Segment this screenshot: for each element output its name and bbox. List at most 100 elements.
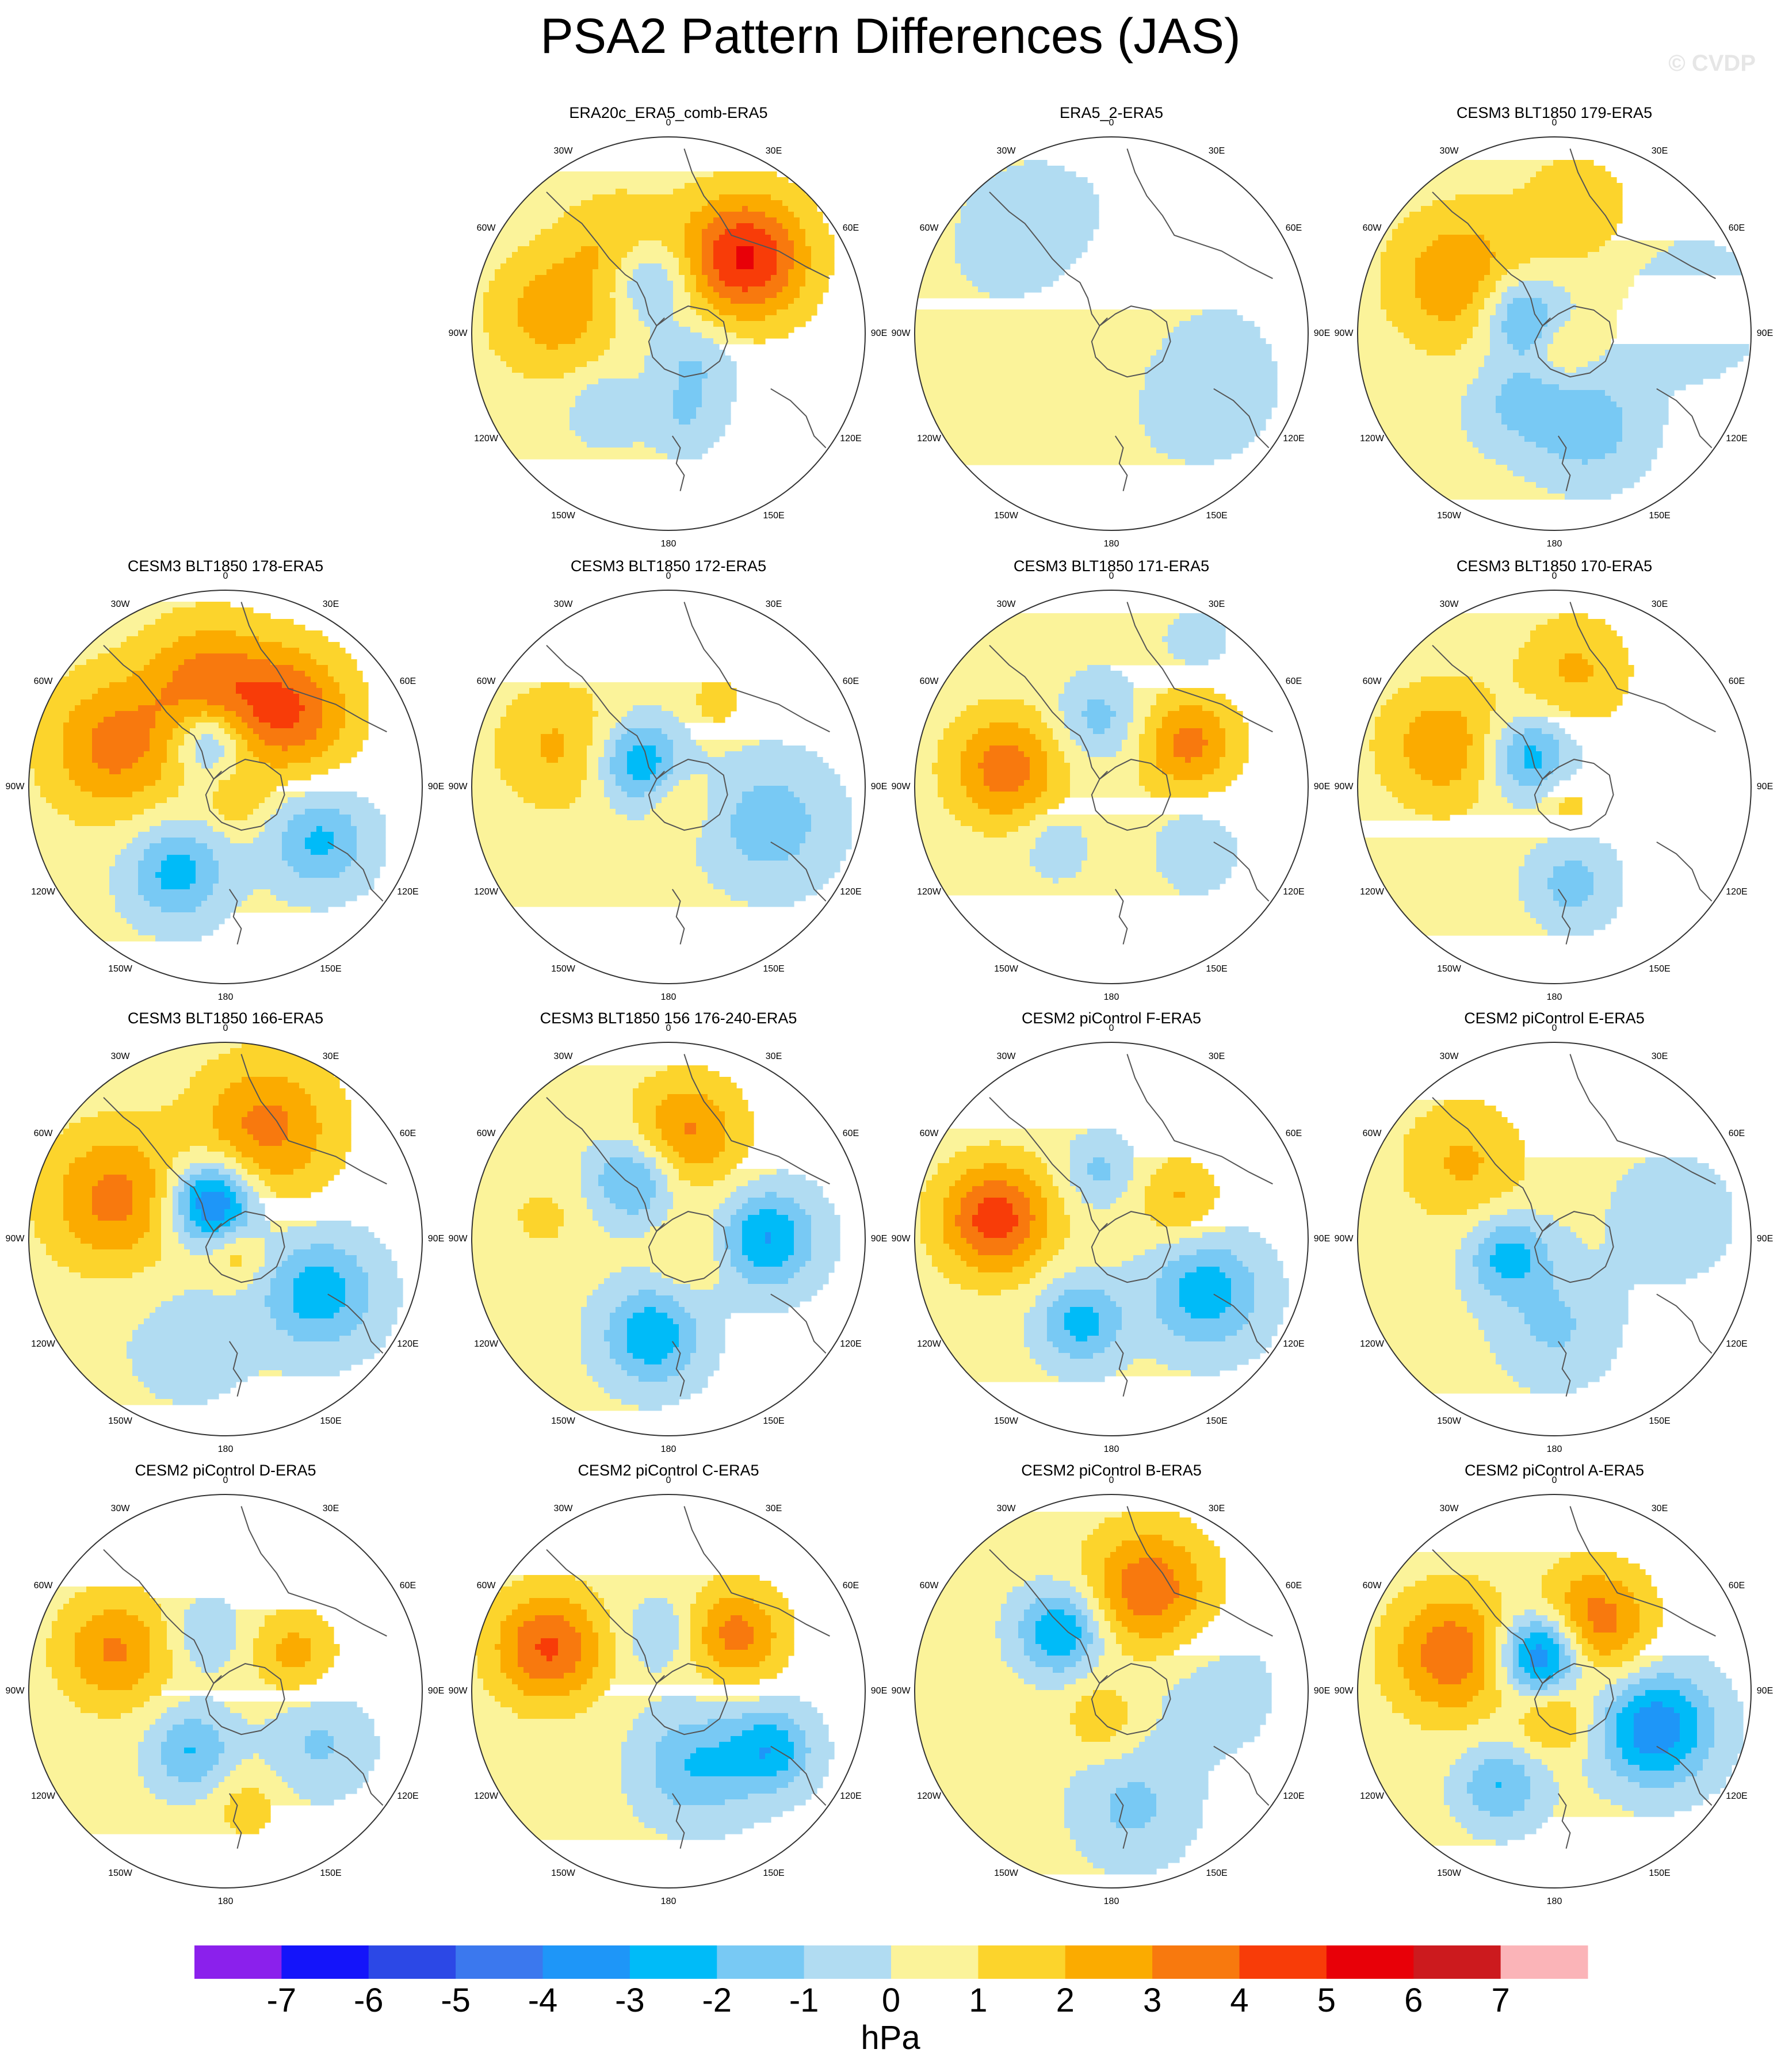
panel-title: CESM2 piControl E-ERA5	[1464, 1010, 1645, 1027]
longitude-label: 180	[217, 1444, 234, 1454]
longitude-label: 60E	[399, 1581, 416, 1591]
longitude-label: 150W	[108, 964, 132, 974]
longitude-label: 120W	[474, 1339, 498, 1349]
longitude-label: 150E	[320, 1868, 342, 1878]
longitude-label: 30W	[1439, 146, 1459, 156]
longitude-label: 180	[1546, 992, 1562, 1002]
colorbar-tick-label: -4	[528, 1982, 558, 2019]
longitude-label: 150E	[1206, 1868, 1228, 1878]
longitude-label: 90E	[870, 1686, 888, 1696]
longitude-label: 90W	[5, 1686, 25, 1696]
longitude-label: 90W	[448, 1234, 468, 1244]
colorbar-tick-label: 7	[1491, 1982, 1510, 2019]
longitude-label: 30W	[110, 1504, 130, 1514]
colorbar-swatch	[281, 1945, 369, 1979]
longitude-label: 60W	[476, 1129, 496, 1138]
longitude-label: 120W	[917, 1339, 941, 1349]
longitude-label: 30E	[322, 1052, 339, 1062]
longitude-label: 120E	[840, 434, 862, 444]
longitude-label: 150W	[551, 510, 575, 521]
longitude-label: 90E	[1313, 1234, 1331, 1244]
longitude-label: 150W	[994, 964, 1018, 974]
longitude-label: 180	[217, 1897, 234, 1906]
longitude-label: 90E	[870, 1234, 888, 1244]
longitude-label: 120W	[1360, 434, 1384, 444]
longitude-label: 60E	[1728, 1581, 1745, 1591]
longitude-label: 30E	[1651, 1504, 1668, 1514]
longitude-label: 150E	[763, 510, 785, 521]
colorbar-tick-label: -1	[789, 1982, 819, 2019]
colorbar-swatch	[1152, 1945, 1240, 1979]
colorbar-tick-label: 1	[969, 1982, 988, 2019]
longitude-label: 90E	[1756, 1234, 1774, 1244]
longitude-label: 150W	[551, 1416, 575, 1426]
longitude-label: 60E	[1285, 223, 1302, 233]
longitude-label: 180	[660, 992, 677, 1002]
longitude-label: 90E	[870, 328, 888, 338]
longitude-label: 60W	[919, 676, 939, 686]
colorbar-swatch	[1413, 1945, 1501, 1979]
longitude-label: 180	[1103, 539, 1119, 549]
longitude-label: 60W	[1362, 1581, 1382, 1591]
longitude-label: 150E	[320, 1416, 342, 1426]
longitude-label: 90E	[427, 1234, 445, 1244]
longitude-label: 0	[1109, 118, 1114, 128]
longitude-label: 90W	[448, 782, 468, 792]
longitude-label: 90E	[427, 782, 445, 792]
longitude-label: 120W	[917, 434, 941, 444]
panel-title: CESM2 piControl B-ERA5	[1021, 1462, 1202, 1479]
longitude-label: 0	[1551, 1023, 1557, 1033]
longitude-label: 60E	[842, 1129, 859, 1138]
colorbar-tick-label: -7	[266, 1982, 297, 2019]
colorbar-tick-label: -5	[441, 1982, 471, 2019]
polar-map	[471, 590, 866, 984]
colorbar-tick-label: 6	[1404, 1982, 1423, 2019]
polar-map	[471, 136, 866, 531]
longitude-label: 30E	[1651, 599, 1668, 610]
longitude-label: 120W	[474, 1791, 498, 1801]
longitude-label: 180	[660, 1897, 677, 1906]
longitude-label: 0	[223, 1475, 228, 1485]
longitude-label: 120W	[1360, 1791, 1384, 1801]
panel-title: CESM2 piControl F-ERA5	[1021, 1010, 1202, 1027]
longitude-label: 180	[1103, 992, 1119, 1002]
longitude-label: 60W	[1362, 676, 1382, 686]
longitude-label: 150E	[763, 1868, 785, 1878]
longitude-label: 60E	[1285, 676, 1302, 686]
panel-title: CESM3 BLT1850 178-ERA5	[127, 557, 324, 575]
longitude-label: 0	[1109, 1475, 1114, 1485]
longitude-label: 30W	[110, 1052, 130, 1062]
polar-map	[1357, 1042, 1752, 1436]
colorbar-tick-label: -6	[353, 1982, 384, 2019]
longitude-label: 60E	[1728, 1129, 1745, 1138]
longitude-label: 60W	[476, 676, 496, 686]
longitude-label: 0	[223, 571, 228, 581]
longitude-label: 30W	[996, 146, 1016, 156]
colorbar-tick-label: 2	[1056, 1982, 1075, 2019]
longitude-label: 120W	[474, 887, 498, 897]
polar-map	[914, 1042, 1309, 1436]
watermark: © CVDP	[1668, 51, 1756, 76]
longitude-label: 150W	[551, 1868, 575, 1878]
longitude-label: 90W	[5, 782, 25, 792]
longitude-label: 180	[1546, 539, 1562, 549]
colorbar-swatch	[891, 1945, 979, 1979]
polar-map	[1357, 1494, 1752, 1888]
longitude-label: 150W	[108, 1868, 132, 1878]
colorbar-swatch	[978, 1945, 1066, 1979]
longitude-label: 0	[1551, 118, 1557, 128]
colorbar-swatch	[194, 1945, 282, 1979]
longitude-label: 120W	[917, 1791, 941, 1801]
longitude-label: 150E	[320, 964, 342, 974]
longitude-label: 150E	[1206, 510, 1228, 521]
longitude-label: 30E	[1208, 146, 1225, 156]
longitude-label: 90W	[1334, 328, 1354, 338]
longitude-label: 60E	[1728, 676, 1745, 686]
longitude-label: 150W	[994, 1868, 1018, 1878]
longitude-label: 150W	[994, 1416, 1018, 1426]
longitude-label: 30W	[553, 146, 573, 156]
longitude-label: 180	[1546, 1444, 1562, 1454]
longitude-label: 60E	[1285, 1581, 1302, 1591]
longitude-label: 30E	[322, 599, 339, 610]
polar-map	[28, 590, 423, 984]
